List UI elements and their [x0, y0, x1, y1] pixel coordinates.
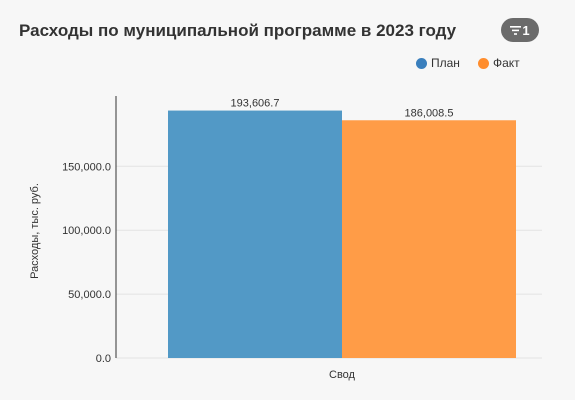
y-axis-title: Расходы, тыс. руб.	[29, 183, 41, 279]
legend-fact-marker	[478, 57, 489, 69]
y-tick-label: 50,000.0	[68, 289, 111, 301]
x-tick-label: Свод	[329, 369, 356, 381]
y-tick-label: 150,000.0	[62, 161, 111, 173]
chart-title: Расходы по муниципальной программе в 202…	[19, 21, 457, 40]
bar-plan	[168, 110, 342, 359]
data-label-fact: 186,008.5	[405, 107, 454, 119]
filter-button[interactable]: 1	[501, 18, 539, 42]
legend-plan-marker	[416, 57, 427, 69]
legend-item-plan[interactable]: План	[416, 56, 460, 70]
filter-icon	[510, 25, 522, 35]
legend-plan-label: План	[431, 56, 460, 70]
legend-fact-label: Факт	[493, 56, 520, 70]
y-tick-label: 100,000.0	[62, 225, 111, 237]
y-tick-label: 0.0	[96, 353, 111, 365]
data-label-plan: 193,606.7	[231, 98, 280, 110]
legend-item-fact[interactable]: Факт	[478, 56, 520, 70]
filter-count: 1	[522, 22, 530, 38]
bar-fact	[342, 120, 516, 358]
